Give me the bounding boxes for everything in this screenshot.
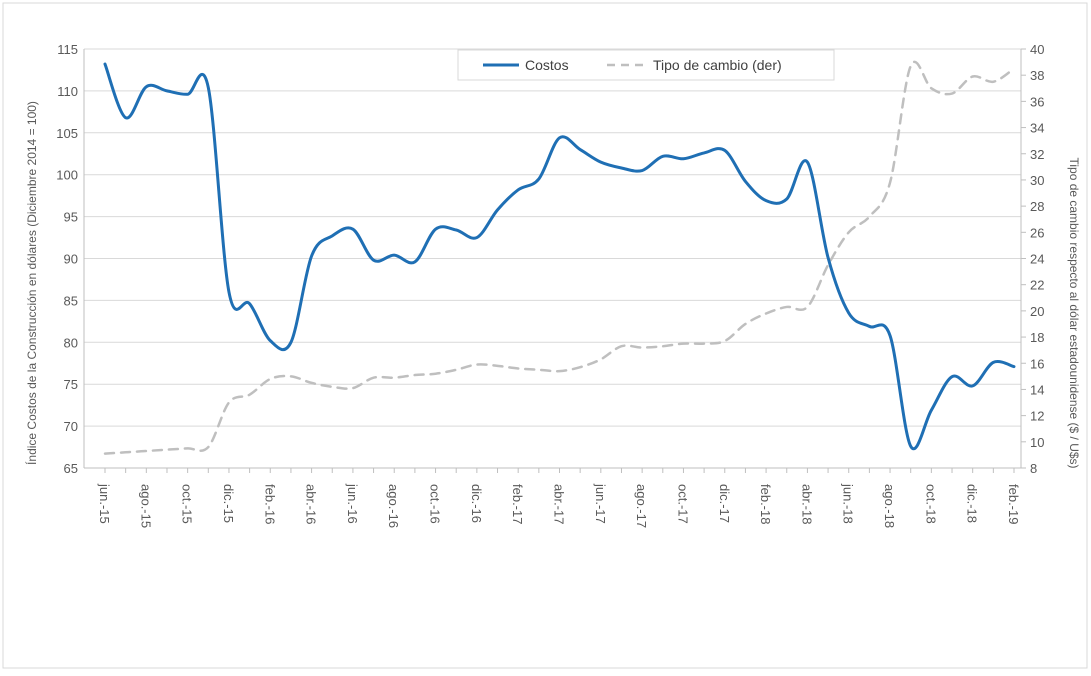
y-tick-right: 14 bbox=[1030, 382, 1044, 397]
x-tick-label: jun.-17 bbox=[593, 483, 608, 524]
y-tick-right: 32 bbox=[1030, 147, 1044, 162]
x-tick-label: abr.-17 bbox=[552, 484, 567, 524]
y-tick-right: 18 bbox=[1030, 330, 1044, 345]
series-line-costos bbox=[103, 62, 1016, 451]
y-tick-right: 10 bbox=[1030, 435, 1044, 450]
y-tick-right: 16 bbox=[1030, 356, 1044, 371]
x-tick-label: oct.-15 bbox=[180, 484, 195, 524]
y-tick-right: 22 bbox=[1030, 278, 1044, 293]
y-tick-left: 100 bbox=[56, 168, 78, 183]
x-tick-label: feb.-16 bbox=[262, 484, 277, 524]
y-tick-left: 110 bbox=[57, 84, 78, 99]
series-lines bbox=[103, 60, 1016, 455]
x-tick-label: dic.-18 bbox=[965, 484, 980, 523]
legend-label-costos: Costos bbox=[525, 57, 569, 73]
y-axis-right-title: Tipo de cambio respecto al dólar estadou… bbox=[1067, 157, 1081, 468]
y-tick-left: 85 bbox=[64, 293, 78, 308]
y-tick-right: 26 bbox=[1030, 225, 1044, 240]
x-tick-label: dic.-15 bbox=[221, 484, 236, 523]
x-tick-label: ago.-16 bbox=[386, 484, 401, 528]
y-tick-right: 8 bbox=[1030, 461, 1037, 476]
y-tick-right: 24 bbox=[1030, 252, 1044, 267]
y-tick-right: 34 bbox=[1030, 121, 1044, 136]
x-tick-label: dic.-17 bbox=[717, 484, 732, 523]
y-tick-right: 20 bbox=[1030, 304, 1044, 319]
legend: Costos Tipo de cambio (der) bbox=[457, 49, 835, 81]
y-tick-left: 65 bbox=[64, 461, 78, 476]
x-tick-label: abr.-16 bbox=[304, 484, 319, 524]
y-tick-left: 95 bbox=[64, 210, 78, 225]
x-tick-label: jun.-15 bbox=[97, 483, 112, 524]
x-tick-label: feb.-17 bbox=[510, 484, 525, 524]
y-axis-left-title: Índice Costos de la Construcción en dóla… bbox=[24, 101, 39, 465]
legend-label-tipo-de-cambio: Tipo de cambio (der) bbox=[653, 57, 782, 73]
x-tick-label: jun.-16 bbox=[345, 483, 360, 524]
y-tick-right: 28 bbox=[1030, 199, 1044, 214]
y-tick-right: 12 bbox=[1030, 409, 1044, 424]
x-tick-label: ago.-15 bbox=[138, 484, 153, 528]
y-tick-left: 90 bbox=[64, 252, 78, 267]
x-tick-label: ago.-17 bbox=[634, 484, 649, 528]
y-tick-left: 75 bbox=[64, 377, 78, 392]
x-tick-label: ago.-18 bbox=[882, 484, 897, 528]
y-tick-right: 40 bbox=[1030, 42, 1044, 57]
x-tick-label: feb.-18 bbox=[758, 484, 773, 524]
y-tick-right: 36 bbox=[1030, 94, 1044, 109]
series-line-tipo-de-cambio bbox=[103, 60, 1016, 455]
x-tick-label: oct.-16 bbox=[428, 484, 443, 524]
axes: 65 70 75 80 85 90 95 100 105 110 115 8 10 12 14 16 18 20 2… bbox=[56, 42, 1044, 528]
x-tick-label: feb.-19 bbox=[1006, 484, 1021, 524]
x-tick-label: oct.-17 bbox=[675, 484, 690, 524]
x-tick-label: oct.-18 bbox=[923, 484, 938, 524]
y-tick-right: 30 bbox=[1030, 173, 1044, 188]
legend-box bbox=[457, 49, 835, 81]
gridlines bbox=[84, 48, 1021, 469]
x-tick-label: jun.-18 bbox=[841, 483, 856, 524]
y-tick-left: 80 bbox=[64, 335, 78, 350]
y-tick-left: 70 bbox=[64, 419, 78, 434]
x-tick-label: abr.-18 bbox=[799, 484, 814, 524]
x-tick-label: dic.-16 bbox=[469, 484, 484, 523]
y-tick-left: 115 bbox=[57, 42, 78, 57]
y-tick-left: 105 bbox=[56, 126, 78, 141]
y-tick-right: 38 bbox=[1030, 68, 1044, 83]
